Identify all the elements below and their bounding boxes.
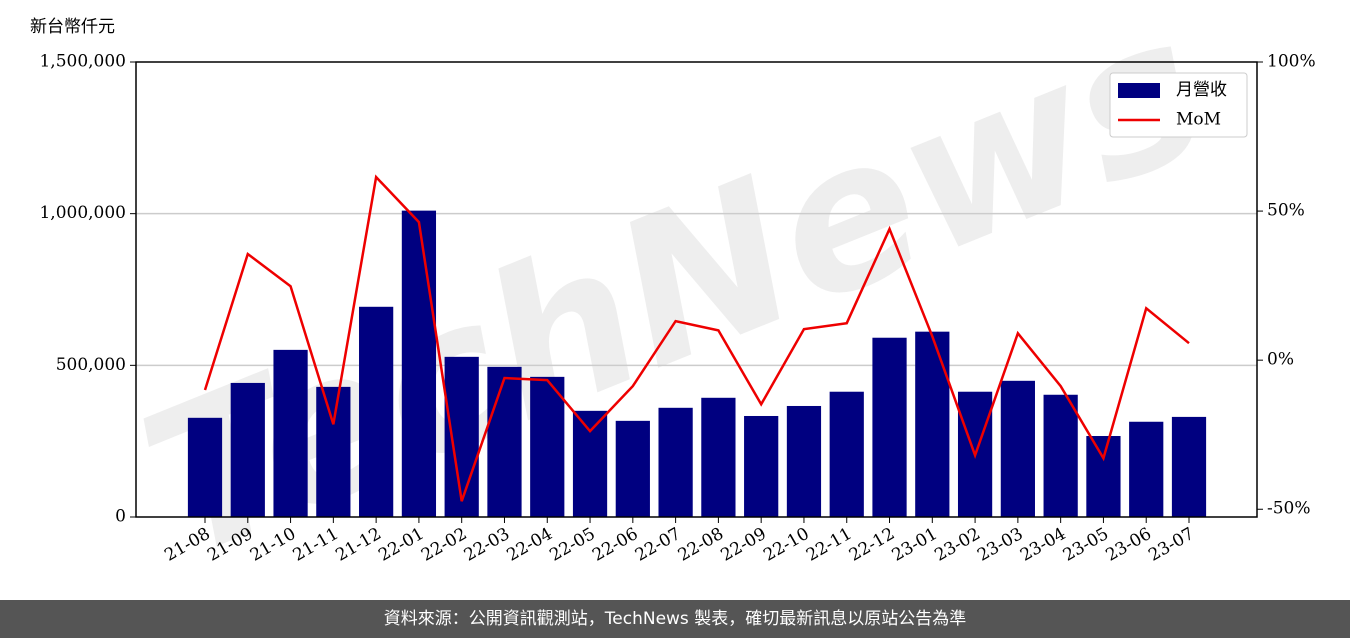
y-tick-label: 1,500,000 [39,52,126,72]
bar [1000,380,1035,517]
x-tick-label: 22-06 [589,524,641,566]
bar [872,337,907,517]
bar [915,331,950,517]
bar [230,382,265,517]
bar [444,356,479,517]
bar [829,391,864,517]
bar [701,397,736,517]
bar [1171,416,1207,517]
x-tick-label: 23-01 [889,524,941,566]
footer-bar [0,600,1350,638]
x-tick-label: 22-08 [675,524,727,566]
bar [401,210,437,517]
y2-tick-label: 50% [1267,201,1305,221]
legend-swatch [1118,83,1160,98]
x-tick-label: 22-12 [846,524,898,566]
legend-label: MoM [1176,110,1221,130]
x-tick-label: 23-05 [1060,524,1112,566]
y-tick-label: 0 [115,507,126,527]
bar [786,405,822,517]
legend-label: 月營收 [1176,80,1227,100]
y-axis-label: 新台幣仟元 [30,17,115,37]
x-tick-label: 22-05 [546,524,598,566]
bar [187,417,223,517]
y2-tick-label: -50% [1267,499,1311,519]
x-tick-label: 23-04 [1017,524,1069,566]
bar [1086,436,1121,517]
y-tick-label: 1,000,000 [39,203,126,223]
x-tick-label: 23-03 [974,524,1026,566]
bar [744,415,779,517]
x-tick-label: 22-04 [504,524,556,566]
bar [1043,394,1078,517]
bar [359,306,394,517]
x-tick-label: 22-07 [632,524,684,566]
bar [658,407,693,517]
x-tick-label: 22-11 [803,524,855,566]
x-tick-label: 22-02 [418,524,470,566]
x-tick-label: 22-03 [461,524,513,566]
bar [487,366,522,517]
bar [615,420,650,517]
x-tick-label: 23-02 [931,524,983,566]
footer: 資料來源：公開資訊觀測站，TechNews 製表，確切最新訊息以原站公告為準 [384,609,966,629]
x-tick-label: 23-06 [1103,524,1155,566]
line [203,174,1190,502]
bar [1129,421,1164,517]
x-tick-label: 22-10 [760,524,812,566]
bar [273,349,308,517]
y2-tick-label: 0% [1267,350,1294,370]
y-tick-label: 500,000 [56,355,126,375]
bar [572,410,608,517]
y2-tick-label: 100% [1267,52,1316,72]
x-tick-label: 22-09 [717,524,769,566]
plot-frame [135,61,1258,518]
bar [316,386,351,517]
bar [530,376,565,517]
x-tick-label: 23-07 [1145,524,1197,566]
